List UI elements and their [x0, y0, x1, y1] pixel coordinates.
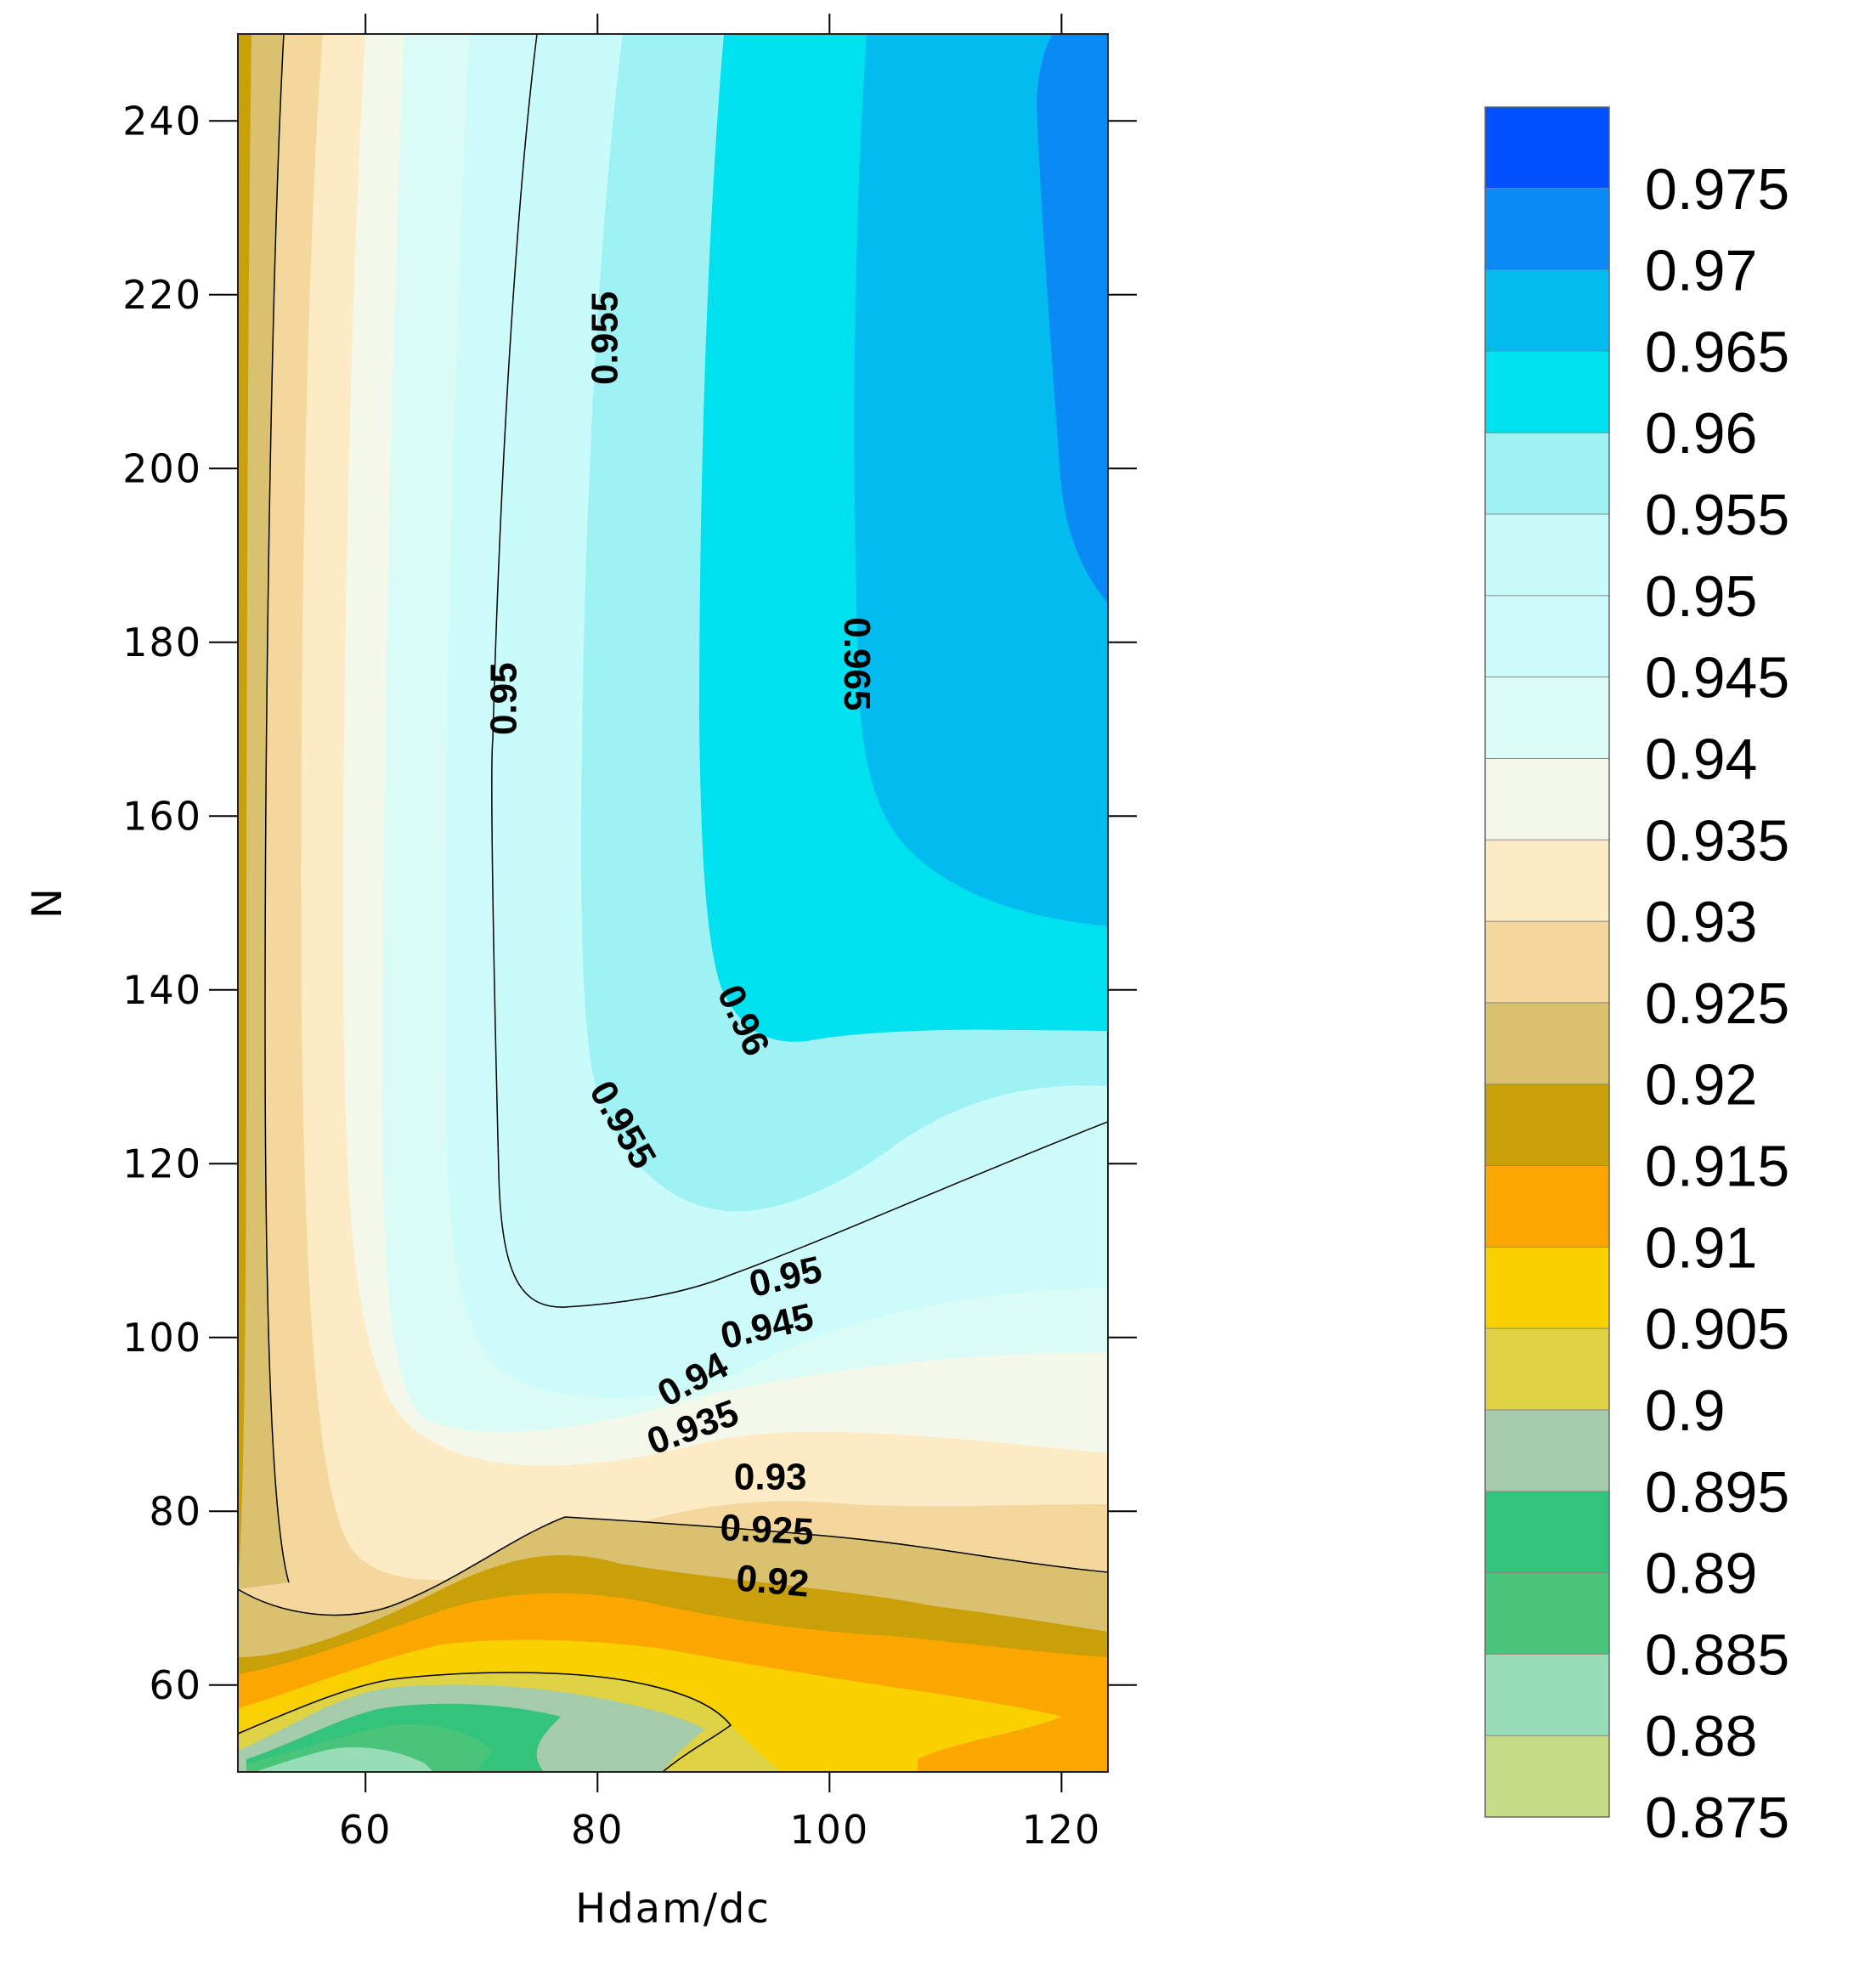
legend-swatch [1485, 1002, 1609, 1085]
color-legend: 0.975 0.97 0.965 0.96 0.955 0.95 0.945 0.94 0.93… [1484, 106, 1789, 1850]
contour-label: 0.93 [734, 1456, 807, 1497]
contour-line-0.95 [491, 34, 1108, 1308]
legend-swatch [1485, 840, 1609, 922]
legend-label: 0.94 [1645, 727, 1757, 791]
y-axis: 60 80 100 120 140 160 180 200 220 240 [122, 98, 1137, 1708]
legend-label: 0.875 [1645, 1786, 1789, 1850]
legend-swatch [1485, 1084, 1609, 1167]
legend-label: 0.95 [1645, 564, 1757, 629]
legend-swatch [1485, 351, 1609, 433]
legend-label: 0.92 [1645, 1053, 1757, 1118]
y-tick-label: 120 [122, 1140, 202, 1186]
legend-swatch [1485, 921, 1609, 1004]
contour-line-0.92-left [264, 34, 290, 1583]
legend-label: 0.9 [1645, 1378, 1726, 1443]
legend-swatch [1485, 1165, 1609, 1248]
x-tick-label: 120 [1021, 1807, 1101, 1853]
legend-label: 0.96 [1645, 401, 1757, 466]
legend-label: 0.955 [1645, 483, 1789, 547]
legend-label: 0.895 [1645, 1460, 1789, 1525]
legend-label: 0.905 [1645, 1297, 1789, 1361]
contour-label-text: 0.955 [584, 291, 625, 385]
contour-label: 0.955 [584, 291, 625, 385]
contour-label-text: 0.965 [836, 617, 878, 710]
legend-label: 0.93 [1645, 890, 1757, 954]
contour-label-text: 0.925 [719, 1507, 815, 1554]
legend-label: 0.91 [1645, 1215, 1757, 1280]
legend-swatch [1485, 676, 1609, 759]
legend-swatch [1485, 1572, 1609, 1655]
legend-label: 0.945 [1645, 646, 1789, 710]
y-tick-label: 220 [122, 272, 202, 318]
contour-label: 0.95 [483, 662, 525, 735]
contour-region-0.88 [255, 1746, 433, 1772]
legend-label: 0.915 [1645, 1135, 1789, 1199]
contour-label-text: 0.93 [734, 1456, 807, 1497]
legend-label: 0.935 [1645, 808, 1789, 873]
y-tick-label: 60 [149, 1662, 202, 1708]
contour-region-0.92 [238, 34, 1108, 1772]
contour-line-0.92 [238, 1516, 1108, 1616]
legend-swatch [1485, 269, 1609, 352]
y-axis-title: N [24, 886, 71, 919]
legend-swatch [1485, 433, 1609, 515]
y-tick-label: 140 [122, 967, 202, 1013]
y-tick-label: 200 [122, 445, 202, 491]
y-tick-label: 240 [122, 98, 202, 144]
contour-label: 0.925 [719, 1507, 815, 1554]
y-tick-label: 160 [122, 793, 202, 839]
legend-label: 0.975 [1645, 157, 1789, 222]
legend-swatch [1485, 1409, 1609, 1492]
x-tick-label: 80 [571, 1807, 624, 1853]
x-tick-label: 100 [789, 1807, 869, 1853]
contour-region-0.97 [1037, 34, 1108, 603]
legend-swatch [1485, 1328, 1609, 1411]
contour-label-text: 0.92 [735, 1557, 811, 1605]
legend-frame [1484, 106, 1610, 1818]
legend-swatch [1485, 1735, 1609, 1818]
legend-swatch [1485, 1654, 1609, 1736]
legend-swatch [1485, 758, 1609, 841]
y-tick-label: 180 [122, 620, 202, 665]
x-axis-title: Hdam/dc [575, 1885, 771, 1933]
legend-label: 0.885 [1645, 1622, 1789, 1687]
legend-swatch [1485, 107, 1609, 190]
y-tick-label: 80 [149, 1488, 202, 1534]
contour-fills [238, 34, 1108, 1772]
legend-label: 0.965 [1645, 320, 1789, 384]
y-tick-label: 100 [122, 1315, 202, 1361]
legend-label: 0.925 [1645, 971, 1789, 1036]
legend-swatch [1485, 188, 1609, 271]
contour-label-text: 0.95 [483, 662, 525, 735]
contour-line-0.9 [238, 1672, 732, 1772]
legend-label: 0.88 [1645, 1704, 1757, 1769]
legend-swatch [1485, 1491, 1609, 1574]
legend-label: 0.89 [1645, 1542, 1757, 1606]
plot-frame [237, 33, 1109, 1773]
x-tick-label: 60 [339, 1807, 393, 1853]
contour-label: 0.965 [836, 617, 878, 710]
contour-region-0.965 [854, 34, 1108, 926]
legend-swatch [1485, 1247, 1609, 1329]
legend-swatch [1485, 595, 1609, 678]
x-axis: 60 80 100 120 [339, 14, 1101, 1853]
legend-swatch [1485, 514, 1609, 597]
legend-label: 0.97 [1645, 239, 1757, 303]
contour-label: 0.92 [735, 1557, 811, 1605]
